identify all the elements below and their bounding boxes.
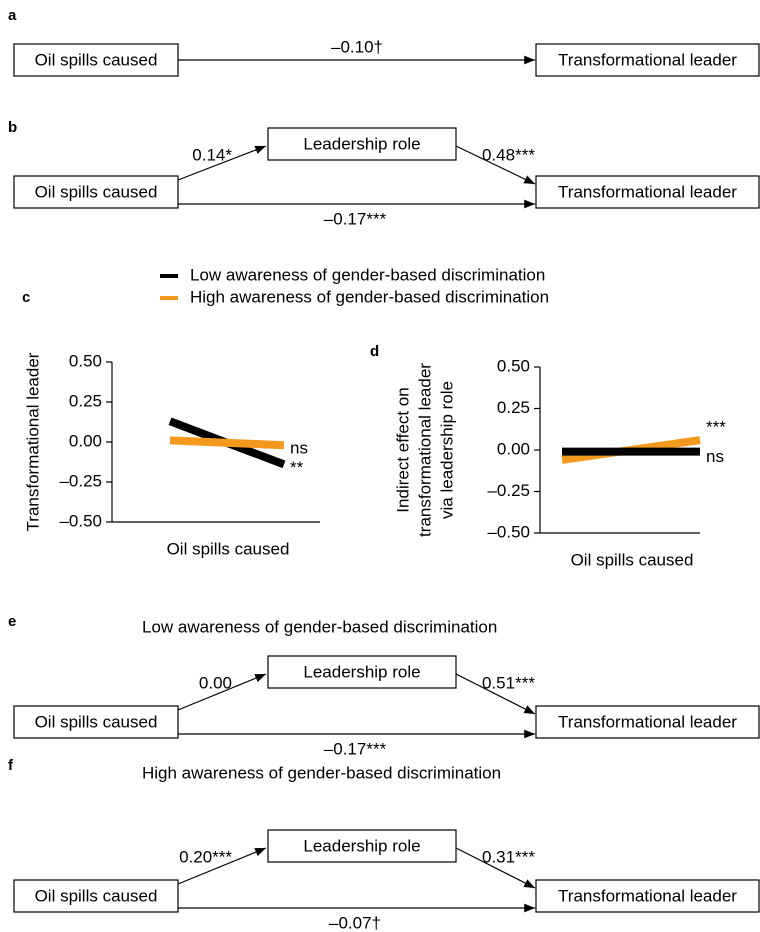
y-tick-label: 0.50 [497,356,530,375]
path-coefficient: –0.10† [331,37,383,56]
node-label: Transformational leader [558,182,737,201]
panel-heading: High awareness of gender-based discrimin… [142,763,501,782]
node-box [13,175,179,209]
y-tick-label: 0.25 [497,398,530,417]
y-axis-label: Indirect effect on [393,387,412,512]
node-label: Oil spills caused [35,886,158,905]
node-box [13,43,179,77]
node-box [267,829,457,863]
y-tick-label: –0.25 [59,471,102,490]
path-coefficient: 0.00 [199,673,232,692]
y-axis-label: Transformational leader [23,352,42,531]
path-coefficient: 0.48*** [482,145,535,164]
node-box [535,175,760,209]
node-label: Transformational leader [558,50,737,69]
panel-letter: a [8,7,17,24]
path-coefficient: –0.17*** [324,209,387,228]
node-label: Leadership role [303,662,420,681]
y-tick-label: –0.50 [59,511,102,530]
y-tick-label: 0.25 [69,391,102,410]
node-box [535,705,760,739]
path-coefficient: 0.31*** [482,847,535,866]
end-label: ** [290,458,304,477]
arrow [455,145,536,185]
x-axis-label: Oil spills caused [167,539,290,558]
y-tick-label: –0.50 [487,522,530,541]
path-coefficient: 0.20*** [179,847,232,866]
x-axis-label: Oil spills caused [571,550,694,569]
panel-letter: e [8,613,16,630]
path-coefficient: –0.07† [329,913,381,932]
node-box [535,879,760,913]
end-label: ns [290,439,308,458]
node-box [267,127,457,161]
node-box [535,43,760,77]
node-label: Transformational leader [558,712,737,731]
node-label: Oil spills caused [35,712,158,731]
path-coefficient: –0.17*** [324,739,387,758]
arrow [455,673,536,715]
legend-label: High awareness of gender-based discrimin… [190,287,549,306]
legend-label: Low awareness of gender-based discrimina… [190,265,545,284]
node-label: Oil spills caused [35,50,158,69]
panel-letter: c [22,289,30,306]
panel-letter: d [370,343,379,360]
arrow [177,673,267,711]
node-label: Leadership role [303,134,420,153]
panel-heading: Low awareness of gender-based discrimina… [142,617,497,636]
node-label: Oil spills caused [35,182,158,201]
y-axis-label: transformational leader [415,363,434,537]
path-coefficient: 0.51*** [482,673,535,692]
y-tick-label: 0.50 [69,351,102,370]
end-label: *** [706,418,726,437]
arrow [177,847,267,885]
end-label: ns [706,447,724,466]
y-axis-label: via leadership role [437,381,456,519]
y-tick-label: 0.00 [69,431,102,450]
y-tick-label: –0.25 [487,481,530,500]
node-box [267,655,457,689]
node-label: Transformational leader [558,886,737,905]
node-label: Leadership role [303,836,420,855]
node-box [13,879,179,913]
path-coefficient: 0.14* [192,145,232,164]
node-box [13,705,179,739]
panel-letter: f [8,757,14,774]
series-line [169,436,285,450]
panel-letter: b [8,119,17,136]
arrow [455,847,536,889]
arrow [177,145,267,181]
y-tick-label: 0.00 [497,439,530,458]
